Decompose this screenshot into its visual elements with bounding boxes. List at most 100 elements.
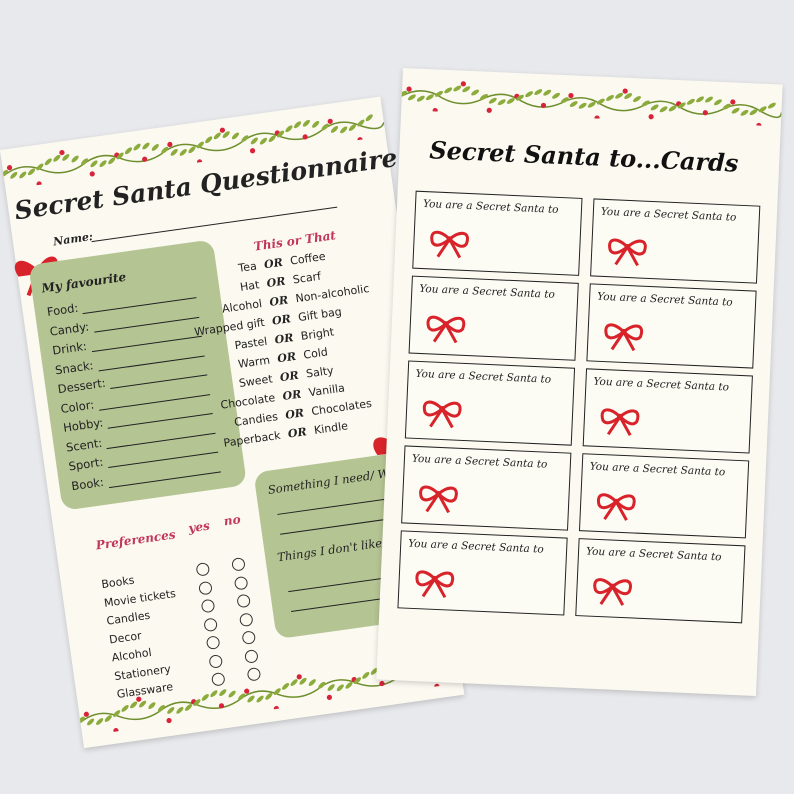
or-label: OR <box>284 406 305 422</box>
no-radio[interactable] <box>241 630 257 645</box>
garland-leaf <box>722 103 731 110</box>
no-radio[interactable] <box>231 557 246 572</box>
bow-icon <box>430 230 469 259</box>
garland-berry <box>756 122 762 127</box>
secret-santa-card[interactable]: You are a Secret Santa to <box>590 198 761 284</box>
garland-leaf <box>273 688 281 696</box>
garland-berry <box>219 127 226 133</box>
cards-title: Secret Santa to...Cards <box>428 135 740 178</box>
card-text: You are a Secret Santa to <box>415 367 552 386</box>
garland-leaf <box>179 149 187 156</box>
no-radio[interactable] <box>238 611 254 627</box>
garland-leaf <box>116 152 124 160</box>
secret-santa-card[interactable]: You are a Secret Santa to <box>408 275 579 361</box>
secret-santa-card[interactable]: You are a Secret Santa to <box>397 530 568 616</box>
garland-leaf <box>569 101 578 108</box>
secret-santa-card[interactable]: You are a Secret Santa to <box>412 190 583 276</box>
garland-leaf <box>53 154 61 162</box>
garland-leaf <box>228 690 236 698</box>
garland-berry <box>326 694 332 700</box>
garland-leaf <box>268 135 276 143</box>
or-label: OR <box>279 368 300 385</box>
garland-leaf <box>516 94 524 101</box>
garland-leaf <box>462 86 471 93</box>
or-label: OR <box>268 293 289 309</box>
garland-leaf <box>641 100 650 107</box>
or-label: OR <box>263 255 284 272</box>
garland-leaf <box>256 695 264 703</box>
garland-leaf <box>767 102 776 109</box>
garland-leaf <box>696 96 704 103</box>
garland-leaf <box>497 99 506 106</box>
garland-leaf <box>247 695 255 703</box>
garland-leaf <box>312 120 320 128</box>
garland-leaf <box>210 690 218 698</box>
garland-leaf <box>302 119 310 127</box>
card-text: You are a Secret Santa to <box>596 290 733 309</box>
garland-leaf <box>133 143 141 151</box>
garland-leaf <box>299 677 307 685</box>
garland-berry <box>296 674 302 680</box>
garland-top-decoration <box>0 114 385 187</box>
option-b[interactable]: Kindle <box>313 419 349 437</box>
garland-leaf <box>108 157 116 165</box>
garland-leaf <box>277 130 285 138</box>
option-b[interactable]: Vanilla <box>307 381 346 400</box>
no-radio[interactable] <box>233 575 249 591</box>
favourite-heading: My favourite <box>40 269 127 296</box>
yes-radio[interactable] <box>195 562 211 577</box>
garland-leaf <box>285 125 293 133</box>
field-label: Scent: <box>65 435 104 455</box>
yes-radio[interactable] <box>198 580 213 596</box>
secret-santa-card[interactable]: You are a Secret Santa to <box>578 453 750 539</box>
card-text: You are a Secret Santa to <box>600 205 737 224</box>
garland-leaf <box>124 147 133 155</box>
secret-santa-card[interactable]: You are a Secret Santa to <box>575 538 746 624</box>
option-b[interactable]: Bright <box>299 325 335 343</box>
yes-radio[interactable] <box>208 653 224 669</box>
name-label: Name: <box>52 229 94 249</box>
option-b[interactable]: Cold <box>302 345 329 362</box>
secret-santa-card[interactable]: You are a Secret Santa to <box>582 368 753 454</box>
or-label: OR <box>276 349 297 366</box>
garland-leaf <box>543 89 552 96</box>
no-radio[interactable] <box>244 648 259 664</box>
card-text: You are a Secret Santa to <box>407 537 544 556</box>
garland-leaf <box>425 94 434 101</box>
option-b[interactable]: Coffee <box>289 249 327 268</box>
garland-leaf <box>340 126 348 134</box>
option-b[interactable]: Gift bag <box>297 305 343 325</box>
garland-leaf <box>633 96 641 102</box>
option-b[interactable]: Scarf <box>292 269 322 287</box>
garland-berry <box>36 181 42 187</box>
field-label: Dessert: <box>56 375 107 397</box>
option-b[interactable]: Chocolates <box>310 396 373 419</box>
garland-leaf <box>170 148 178 156</box>
garland-leaf <box>740 109 749 116</box>
field-label: Candy: <box>48 318 90 339</box>
secret-santa-card[interactable]: You are a Secret Santa to <box>401 445 572 531</box>
garland-berry <box>166 717 172 724</box>
garland-berry <box>357 137 363 143</box>
garland-berry <box>218 703 225 709</box>
garland-leaf <box>686 98 695 105</box>
garland-berry <box>142 156 148 162</box>
garland-leaf <box>453 85 462 92</box>
garland-leaf <box>525 91 534 98</box>
garland-leaf <box>480 94 488 100</box>
secret-santa-card[interactable]: You are a Secret Santa to <box>586 283 757 369</box>
field-label: Hobby: <box>62 415 105 435</box>
yes-radio[interactable] <box>205 635 221 650</box>
option-b[interactable]: Salty <box>305 363 335 381</box>
or-label: OR <box>273 331 295 347</box>
no-radio[interactable] <box>236 593 251 609</box>
garland-leaf <box>157 704 165 712</box>
garland-leaf <box>318 681 326 689</box>
secret-santa-card[interactable]: You are a Secret Santa to <box>404 360 576 446</box>
bow-icon <box>419 485 458 514</box>
garland-leaf <box>90 160 98 168</box>
garland-leaf <box>167 707 175 714</box>
yes-radio[interactable] <box>203 616 218 632</box>
garland-berry <box>540 102 547 109</box>
yes-radio[interactable] <box>200 598 216 614</box>
